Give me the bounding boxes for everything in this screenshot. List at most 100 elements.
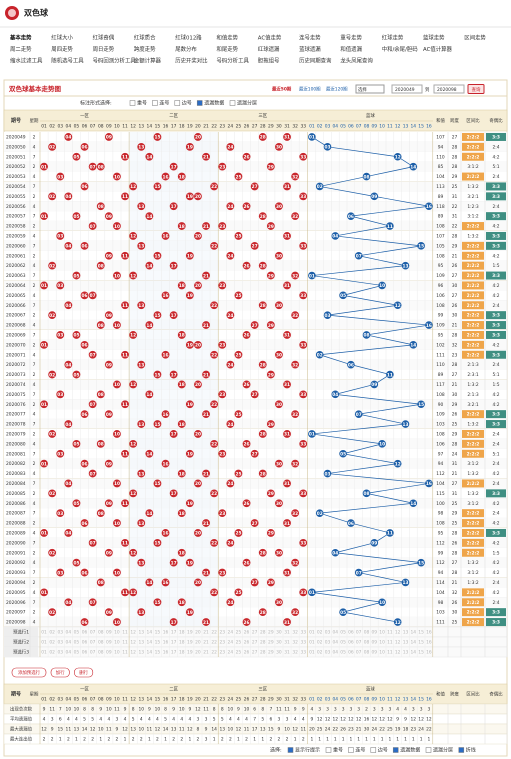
preselect-blue[interactable]: 02 — [317, 650, 323, 656]
option-label[interactable]: 重号 — [333, 747, 343, 754]
preselect-red[interactable]: 20 — [195, 640, 201, 646]
preselect-red[interactable]: 10 — [114, 630, 120, 636]
preselect-red[interactable]: 06 — [82, 630, 88, 636]
preselect-red[interactable]: 14 — [147, 630, 153, 636]
preselect-red[interactable]: 25 — [236, 650, 242, 656]
preselect-red[interactable]: 17 — [171, 630, 177, 636]
nav-link[interactable]: 红球质合 — [134, 34, 156, 42]
option-label[interactable]: 重号 — [137, 100, 147, 107]
nav-link[interactable]: 缩水过滤工具 — [10, 57, 43, 65]
checkbox[interactable] — [196, 100, 203, 106]
preselect-red[interactable]: 15 — [155, 630, 161, 636]
preselect-blue[interactable]: 09 — [372, 650, 378, 656]
preselect-red[interactable]: 24 — [228, 650, 234, 656]
preselect-red[interactable]: 31 — [284, 650, 290, 656]
nav-link[interactable]: 金额计算器 — [134, 57, 162, 65]
preselect-red[interactable]: 08 — [98, 650, 104, 656]
preselect-blue[interactable]: 11 — [387, 650, 393, 656]
preselect-red[interactable]: 05 — [74, 640, 80, 646]
preselect-red[interactable]: 32 — [292, 650, 298, 656]
nav-link[interactable]: 连号走势 — [299, 34, 321, 42]
preselect-blue[interactable]: 15 — [418, 640, 424, 646]
preselect-red[interactable]: 16 — [163, 630, 169, 636]
button[interactable] — [11, 667, 47, 678]
preselect-red[interactable]: 30 — [276, 650, 282, 656]
preselect-blue[interactable]: 08 — [364, 630, 370, 636]
preselect-red[interactable]: 19 — [187, 630, 193, 636]
preselect-red[interactable]: 33 — [300, 650, 306, 656]
preselect-red[interactable]: 20 — [195, 630, 201, 636]
preselect-red[interactable]: 13 — [138, 640, 144, 646]
preselect-red[interactable]: 21 — [203, 630, 209, 636]
preselect-red[interactable]: 04 — [66, 640, 72, 646]
preselect-red[interactable]: 30 — [276, 640, 282, 646]
nav-link[interactable]: 和值遗漏 — [340, 45, 362, 53]
preselect-red[interactable]: 22 — [211, 640, 217, 646]
preselect-blue[interactable]: 03 — [325, 640, 331, 646]
preselect-blue[interactable]: 03 — [325, 650, 331, 656]
preselect-red[interactable]: 23 — [219, 640, 225, 646]
preselect-blue[interactable]: 15 — [418, 630, 424, 636]
preselect-red[interactable]: 25 — [236, 640, 242, 646]
preselect-blue[interactable]: 16 — [426, 650, 432, 656]
option-label[interactable]: 遗漏分层 — [237, 100, 257, 107]
nav-link[interactable]: 重号走势 — [340, 34, 362, 42]
preselect-red[interactable]: 24 — [228, 640, 234, 646]
checkbox[interactable] — [174, 100, 181, 106]
nav-link[interactable]: 和值走势 — [217, 34, 239, 42]
preselect-blue[interactable]: 01 — [309, 630, 315, 636]
nav-link[interactable]: 历史开奖对比 — [175, 57, 208, 65]
to-input[interactable] — [433, 84, 465, 94]
preselect-blue[interactable]: 04 — [333, 650, 339, 656]
checkbox[interactable] — [370, 747, 377, 753]
preselect-red[interactable]: 13 — [138, 630, 144, 636]
preselect-red[interactable]: 19 — [187, 640, 193, 646]
nav-link[interactable]: 蓝球走势 — [423, 34, 445, 42]
button-label[interactable]: 删行 — [79, 669, 88, 676]
preselect-red[interactable]: 10 — [114, 650, 120, 656]
preselect-red[interactable]: 16 — [163, 650, 169, 656]
nav-link[interactable]: 蓝球遗漏 — [299, 45, 321, 53]
option-label[interactable]: 边号 — [378, 747, 388, 754]
preselect-blue[interactable]: 02 — [317, 630, 323, 636]
preselect-blue[interactable]: 06 — [348, 630, 354, 636]
preselect-blue[interactable]: 04 — [333, 640, 339, 646]
preselect-red[interactable]: 22 — [211, 630, 217, 636]
checkbox[interactable] — [287, 747, 294, 753]
preselect-blue[interactable]: 07 — [356, 650, 362, 656]
button[interactable] — [50, 667, 70, 678]
preselect-red[interactable]: 31 — [284, 640, 290, 646]
preselect-red[interactable]: 28 — [260, 640, 266, 646]
preselect-blue[interactable]: 06 — [348, 640, 354, 646]
nav-link[interactable]: 周二走势 — [10, 45, 32, 53]
preselect-red[interactable]: 25 — [236, 630, 242, 636]
nav-link[interactable]: 历史同期查询 — [299, 57, 332, 65]
nav-link[interactable]: 红球奇偶 — [93, 34, 115, 42]
button-label[interactable]: 添加预选行 — [18, 669, 41, 676]
preselect-blue[interactable]: 14 — [411, 650, 417, 656]
preselect-blue[interactable]: 04 — [333, 630, 339, 636]
preselect-red[interactable]: 29 — [268, 650, 274, 656]
checkbox[interactable] — [348, 747, 354, 753]
preselect-blue[interactable]: 10 — [379, 650, 385, 656]
preselect-red[interactable]: 23 — [219, 630, 225, 636]
preselect-blue[interactable]: 13 — [403, 650, 409, 656]
nav-link[interactable]: 周日走势 — [93, 45, 115, 53]
preselect-red[interactable]: 10 — [114, 640, 120, 646]
preselect-blue[interactable]: 06 — [348, 650, 354, 656]
preselect-red[interactable]: 26 — [244, 650, 250, 656]
preselect-red[interactable]: 01 — [41, 650, 47, 656]
nav-link[interactable]: 胆拖组号 — [258, 57, 280, 65]
preselect-red[interactable]: 32 — [292, 640, 298, 646]
preselect-blue[interactable]: 12 — [395, 630, 401, 636]
preselect-red[interactable]: 13 — [138, 650, 144, 656]
preselect-blue[interactable]: 01 — [309, 640, 315, 646]
preselect-red[interactable]: 12 — [130, 640, 136, 646]
preselect-red[interactable]: 29 — [268, 640, 274, 646]
preselect-red[interactable]: 20 — [195, 650, 201, 656]
preselect-red[interactable]: 24 — [228, 630, 234, 636]
option-label[interactable]: 遗漏分层 — [433, 747, 453, 754]
nav-link[interactable]: AC值走势 — [258, 34, 282, 42]
nav-link[interactable]: 红球遗漏 — [258, 45, 280, 53]
option-label[interactable]: 边号 — [182, 100, 192, 107]
